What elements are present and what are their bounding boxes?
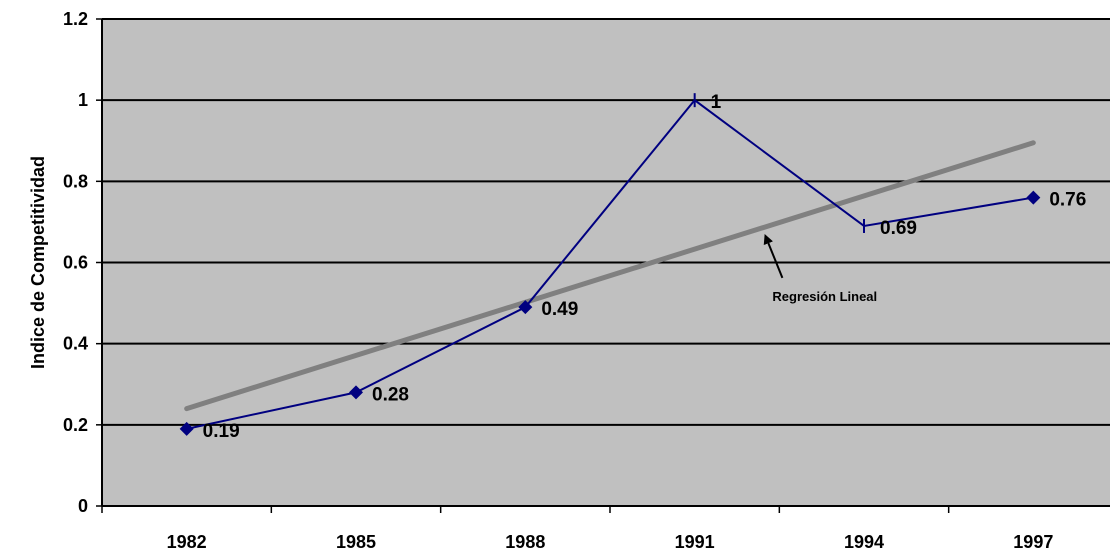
data-label: 0.76 xyxy=(1049,190,1086,211)
y-tick-label: 0.4 xyxy=(63,334,88,354)
data-point-marker xyxy=(518,300,533,315)
y-tick-label: 0.8 xyxy=(63,171,88,191)
data-point-marker xyxy=(1026,190,1041,205)
series-markers xyxy=(179,93,1041,436)
data-labels: 0.19 0.28 0.49 1 0.69 0.76 xyxy=(203,92,1087,442)
data-label: 0.19 xyxy=(203,421,240,442)
trendline xyxy=(184,140,1036,412)
data-point-marker xyxy=(349,385,363,400)
data-label: 0.69 xyxy=(880,218,917,239)
annotation: Regresión Lineal xyxy=(763,233,877,304)
x-tick-label: 1985 xyxy=(336,532,376,552)
y-tick-label: 0 xyxy=(78,496,88,516)
data-label: 0.49 xyxy=(541,299,578,320)
x-tick-label: 1994 xyxy=(844,532,884,552)
x-tick-label: 1988 xyxy=(505,532,545,552)
y-tick-label: 0.6 xyxy=(63,253,88,273)
axes xyxy=(101,19,1110,513)
y-tick-label: 1.2 xyxy=(63,9,88,29)
annotation-arrow xyxy=(763,233,784,279)
x-tick-labels: 1982 1985 1988 1991 1994 1997 xyxy=(167,532,1054,552)
x-tick-label: 1982 xyxy=(167,532,207,552)
y-tick-label: 0.2 xyxy=(63,415,88,435)
y-axis-title: Indice de Competitividad xyxy=(28,156,48,369)
y-tick-labels: 0 0.2 0.4 0.6 0.8 1 1.2 xyxy=(63,9,88,516)
x-tick-label: 1991 xyxy=(675,532,715,552)
data-label: 0.28 xyxy=(372,384,409,405)
trendline-line xyxy=(184,140,1036,412)
annotation-text: Regresión Lineal xyxy=(772,289,877,304)
gridlines xyxy=(96,18,1110,507)
y-tick-label: 1 xyxy=(78,90,88,110)
series-polyline xyxy=(186,98,1034,430)
data-point-marker xyxy=(179,421,194,436)
x-tick-label: 1997 xyxy=(1013,532,1053,552)
series-line xyxy=(186,98,1034,430)
data-label: 1 xyxy=(711,92,722,113)
